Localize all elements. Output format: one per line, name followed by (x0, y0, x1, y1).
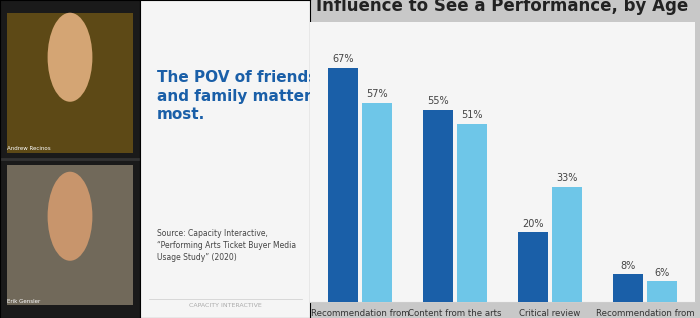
Text: CAPACITY INTERACTIVE: CAPACITY INTERACTIVE (188, 303, 261, 308)
Text: 8%: 8% (620, 261, 636, 271)
FancyBboxPatch shape (7, 13, 133, 153)
Text: 57%: 57% (366, 89, 388, 99)
Text: 51%: 51% (461, 110, 483, 120)
Ellipse shape (48, 13, 92, 102)
Bar (457, 124, 487, 302)
Title: Influence to See a Performance, by Age: Influence to See a Performance, by Age (316, 0, 689, 15)
Text: Erik Gensler: Erik Gensler (7, 299, 41, 304)
Text: 67%: 67% (332, 54, 354, 64)
Bar (423, 110, 453, 302)
Bar (552, 187, 582, 302)
Text: 20%: 20% (522, 219, 544, 229)
Bar (328, 68, 358, 302)
Bar (612, 274, 643, 302)
Text: Andrew Recinos: Andrew Recinos (7, 146, 50, 151)
Bar (362, 103, 392, 302)
Ellipse shape (48, 172, 92, 261)
Text: 6%: 6% (654, 268, 670, 278)
Bar (647, 281, 678, 302)
FancyBboxPatch shape (7, 165, 133, 305)
Bar (518, 232, 548, 302)
Text: Source: Capacity Interactive,
“Performing Arts Ticket Buyer Media
Usage Study” (: Source: Capacity Interactive, “Performin… (157, 229, 296, 262)
Text: The POV of friends
and family matters
most.: The POV of friends and family matters mo… (157, 70, 321, 122)
Text: 33%: 33% (556, 173, 578, 183)
Text: 55%: 55% (427, 96, 449, 106)
